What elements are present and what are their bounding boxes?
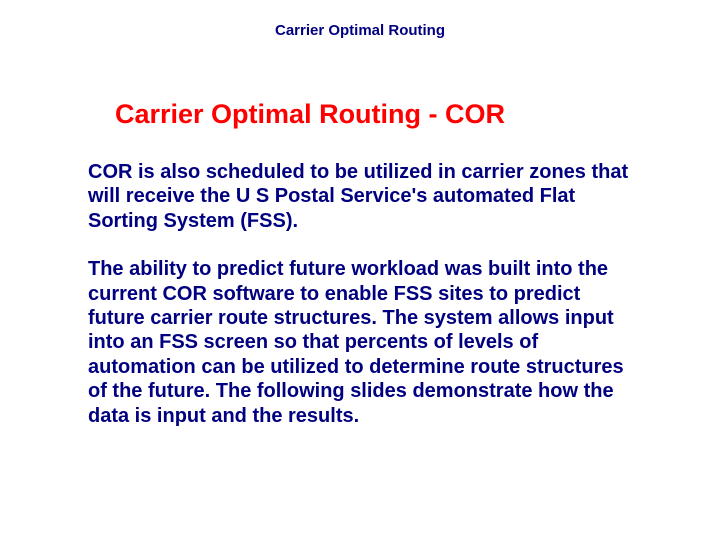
- slide-header: Carrier Optimal Routing: [0, 0, 720, 39]
- paragraph-1: COR is also scheduled to be utilized in …: [88, 160, 630, 233]
- paragraph-2: The ability to predict future workload w…: [88, 257, 630, 428]
- slide-title: Carrier Optimal Routing - COR: [0, 39, 720, 130]
- slide-body: COR is also scheduled to be utilized in …: [0, 130, 720, 428]
